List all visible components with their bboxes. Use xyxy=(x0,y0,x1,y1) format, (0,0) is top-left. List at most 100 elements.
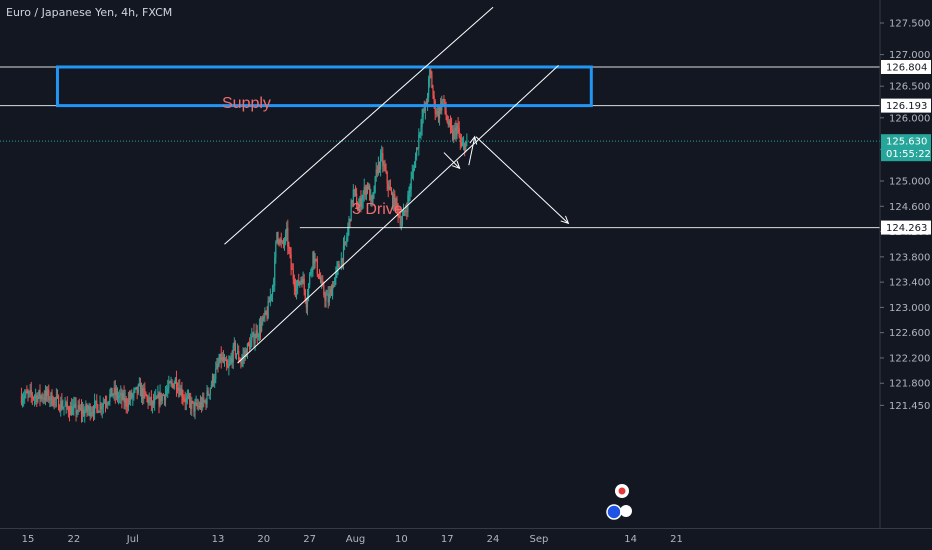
candle-body xyxy=(111,387,113,397)
supply-zone-box[interactable] xyxy=(55,65,593,108)
candle-body xyxy=(373,192,375,194)
candle-body xyxy=(154,398,156,405)
candle-body xyxy=(264,311,266,318)
bar-countdown-label: 01:55:22 xyxy=(886,149,931,160)
projection-arrow-2[interactable] xyxy=(468,136,476,166)
three-drive-annotation: 3 Drive xyxy=(352,201,403,218)
candle-body xyxy=(246,343,249,357)
candle-body xyxy=(255,330,257,339)
dividend-marker-icon[interactable] xyxy=(606,504,622,520)
time-tick-label: 10 xyxy=(395,534,408,545)
candle-body xyxy=(350,200,352,222)
candle-body xyxy=(349,218,351,222)
candle-body xyxy=(139,383,142,397)
time-tick-label: 22 xyxy=(67,534,80,545)
level-tag xyxy=(881,59,931,74)
candle-body xyxy=(360,198,362,207)
candle-body xyxy=(370,195,372,201)
candle-body xyxy=(120,392,122,396)
time-tick-label: 15 xyxy=(22,534,35,545)
candle-body xyxy=(40,395,42,399)
candle-body xyxy=(123,393,125,403)
candle-body xyxy=(295,287,298,292)
candle-body xyxy=(168,382,170,389)
candle-body xyxy=(286,228,288,233)
time-tick-label: Sep xyxy=(529,534,548,545)
candle-body xyxy=(218,362,220,365)
candle-body xyxy=(104,402,107,404)
candle-body xyxy=(147,397,149,404)
candle-body xyxy=(215,368,217,379)
candle-body xyxy=(383,164,385,166)
candle-body xyxy=(92,411,95,414)
candle-body xyxy=(152,401,155,405)
candle-body xyxy=(231,357,233,363)
candle-body xyxy=(112,393,114,397)
candle-body xyxy=(45,390,48,396)
news-marker-icon[interactable] xyxy=(620,505,632,517)
candle-body xyxy=(401,215,404,224)
candle-body xyxy=(171,382,173,384)
projection-arrow-1[interactable] xyxy=(443,152,460,169)
candle-body xyxy=(53,398,55,406)
candle-body xyxy=(241,358,243,363)
candle-body xyxy=(392,193,394,206)
candle-body xyxy=(208,394,210,396)
candle-body xyxy=(47,389,49,396)
time-axis: 15 22 Jul 13 20 27 Aug 10 17 24 Sep 14 21 xyxy=(0,528,932,550)
last-price-label: 125.630 xyxy=(886,137,927,148)
candle-body xyxy=(43,398,45,400)
channel-lower-line[interactable] xyxy=(237,64,559,364)
candle-body xyxy=(126,406,128,408)
candle-body xyxy=(98,411,100,413)
candle-body xyxy=(54,398,56,400)
candle-body xyxy=(88,405,90,410)
candle-body xyxy=(406,210,408,212)
event-marker-dot xyxy=(618,487,626,495)
candle-body xyxy=(301,279,303,284)
candle-body xyxy=(242,355,244,359)
candle-body xyxy=(229,360,231,365)
candle-body xyxy=(89,405,91,416)
candle-body xyxy=(280,239,282,242)
candle-body xyxy=(100,403,102,410)
candle-body xyxy=(41,395,43,399)
candle-body xyxy=(298,280,300,286)
candle-body xyxy=(28,391,30,394)
candle-body xyxy=(281,241,283,243)
price-tick-label: 123.400 xyxy=(889,278,930,289)
candle-body xyxy=(106,403,108,405)
candle-body xyxy=(192,400,194,402)
candle-body xyxy=(426,97,429,105)
candle-body xyxy=(166,391,168,394)
candle-body xyxy=(460,141,462,146)
candle-body xyxy=(362,193,364,201)
candle-body xyxy=(146,396,148,398)
channel-upper-line[interactable] xyxy=(224,6,494,245)
candle-body xyxy=(430,70,432,74)
candle-body xyxy=(156,396,158,399)
candle-body xyxy=(78,405,80,410)
candle-body xyxy=(125,398,127,407)
candle-body xyxy=(182,397,184,399)
candle-body xyxy=(50,392,52,400)
candle-body xyxy=(195,402,197,405)
projection-arrow-3[interactable] xyxy=(475,136,569,224)
candle-body xyxy=(446,116,448,123)
candle-body xyxy=(305,300,307,308)
time-tick-label: 17 xyxy=(441,534,454,545)
candle-body xyxy=(290,254,292,269)
candle-body xyxy=(190,400,192,409)
candle-body xyxy=(81,409,84,414)
candle-body xyxy=(371,195,373,202)
candle-body xyxy=(411,172,413,179)
candle-body xyxy=(259,324,262,332)
candle-body xyxy=(445,110,447,117)
candle-body xyxy=(297,280,299,288)
candle-body xyxy=(161,395,163,402)
candle-body xyxy=(183,398,185,400)
event-markers[interactable] xyxy=(606,484,632,520)
price-tick-label: 123.000 xyxy=(889,303,930,314)
candle-body xyxy=(388,186,390,190)
